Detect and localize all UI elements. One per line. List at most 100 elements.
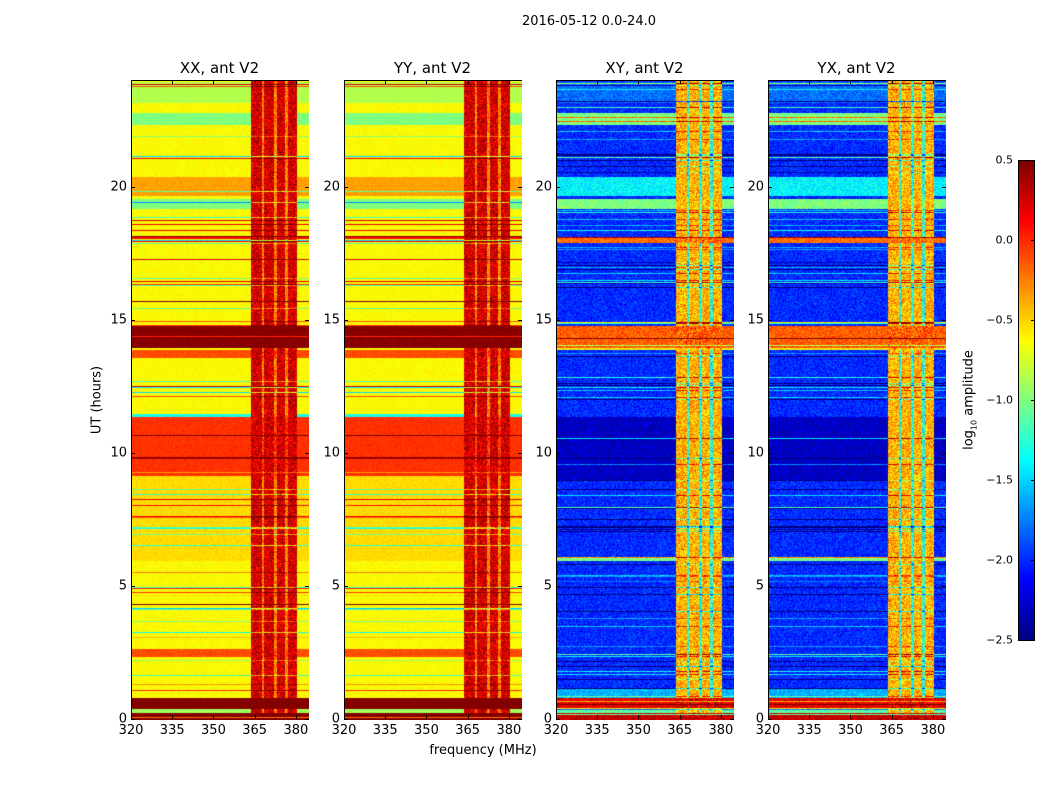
- x-tick: [850, 715, 852, 719]
- x-tick: [556, 80, 557, 84]
- colorbar-label-prefix: log: [961, 430, 977, 450]
- y-tick-label: 10: [747, 445, 764, 461]
- x-tick-label: 320: [543, 723, 569, 738]
- x-tick: [213, 80, 215, 84]
- y-tick-label: 20: [535, 179, 552, 194]
- colorbar-label-sub: 10: [969, 419, 979, 431]
- x-tick-label: 335: [372, 723, 398, 738]
- y-tick-label: 5: [331, 578, 340, 594]
- colorbar-tick-label: −2.0: [986, 553, 1013, 567]
- x-tick-label: 320: [118, 723, 144, 738]
- panel-axes-2: [556, 80, 734, 720]
- y-tick-label: 15: [110, 312, 127, 328]
- y-tick: [942, 319, 946, 321]
- y-tick: [518, 585, 522, 587]
- x-tick: [467, 715, 469, 719]
- y-tick: [768, 452, 772, 454]
- y-tick: [556, 719, 560, 720]
- y-tick: [730, 186, 734, 188]
- y-tick: [518, 319, 522, 321]
- y-tick: [305, 319, 309, 321]
- x-tick-label: 320: [331, 723, 357, 738]
- y-tick: [305, 585, 309, 587]
- x-tick: [809, 80, 811, 84]
- colorbar-tick: [1031, 240, 1035, 241]
- x-tick: [131, 715, 132, 719]
- x-tick: [720, 715, 722, 719]
- colorbar-tick: [1031, 480, 1035, 481]
- colorbar-tick-label: −0.5: [986, 313, 1013, 327]
- y-tick-label: 0: [755, 711, 764, 727]
- panel-title-2: XY, ant V2: [605, 59, 684, 77]
- colorbar-tick-label: −1.0: [986, 393, 1013, 407]
- y-tick: [344, 452, 348, 454]
- y-tick: [556, 585, 560, 587]
- x-tick: [131, 80, 132, 84]
- colorbar-tick: [1031, 400, 1035, 401]
- y-tick: [556, 186, 560, 188]
- x-tick: [597, 80, 599, 84]
- y-tick-label: 20: [323, 179, 340, 194]
- panel-axes-1: [344, 80, 522, 720]
- y-tick-label: 0: [118, 711, 127, 727]
- y-tick-label: 5: [118, 578, 127, 594]
- y-tick: [518, 719, 522, 720]
- y-tick-label: 5: [755, 578, 764, 594]
- colorbar-tick-label: 0.5: [995, 153, 1014, 167]
- x-tick: [638, 715, 640, 719]
- x-axis-label: frequency (MHz): [429, 743, 537, 758]
- y-tick: [730, 319, 734, 321]
- y-tick: [768, 186, 772, 188]
- y-tick: [768, 319, 772, 321]
- y-tick: [131, 719, 135, 720]
- x-tick: [891, 80, 893, 84]
- x-tick: [508, 80, 510, 84]
- x-tick: [254, 80, 256, 84]
- x-tick: [426, 715, 428, 719]
- y-tick: [305, 186, 309, 188]
- y-tick-label: 0: [543, 711, 552, 727]
- y-tick-label: 20: [110, 179, 127, 194]
- x-tick: [254, 715, 256, 719]
- x-tick: [768, 715, 769, 719]
- y-tick-label: 15: [323, 312, 340, 328]
- x-tick-label: 380: [283, 723, 309, 738]
- y-tick-label: 20: [747, 179, 764, 194]
- y-tick-label: 15: [747, 312, 764, 328]
- colorbar-gradient: [1019, 161, 1034, 640]
- y-tick: [344, 319, 348, 321]
- x-tick: [172, 80, 174, 84]
- y-tick: [131, 319, 135, 321]
- x-tick: [556, 715, 557, 719]
- y-tick: [518, 186, 522, 188]
- y-tick: [131, 585, 135, 587]
- y-tick: [730, 452, 734, 454]
- panel-title-0: XX, ant V2: [179, 59, 260, 77]
- x-tick: [385, 715, 387, 719]
- y-tick-label: 10: [323, 445, 340, 461]
- y-tick: [730, 719, 734, 720]
- x-tick-label: 335: [584, 723, 610, 738]
- figure-title: 2016-05-12 0.0-24.0: [522, 14, 656, 29]
- x-tick: [679, 80, 681, 84]
- y-tick: [730, 585, 734, 587]
- y-tick: [942, 452, 946, 454]
- colorbar-tick: [1031, 640, 1035, 641]
- y-tick: [942, 719, 946, 720]
- panel-axes-0: [131, 80, 309, 720]
- x-tick: [344, 80, 345, 84]
- y-tick: [344, 585, 348, 587]
- panel-axes-3: [768, 80, 946, 720]
- y-tick: [942, 186, 946, 188]
- y-tick-label: 10: [110, 445, 127, 461]
- x-tick: [809, 715, 811, 719]
- x-tick: [891, 715, 893, 719]
- x-tick: [344, 715, 345, 719]
- x-tick-label: 350: [414, 723, 439, 738]
- x-tick-label: 350: [838, 723, 863, 738]
- heatmap-2: [557, 81, 734, 720]
- x-tick: [385, 80, 387, 84]
- y-tick: [131, 452, 135, 454]
- x-tick: [720, 80, 722, 84]
- colorbar-label: log10 amplitude: [962, 350, 979, 450]
